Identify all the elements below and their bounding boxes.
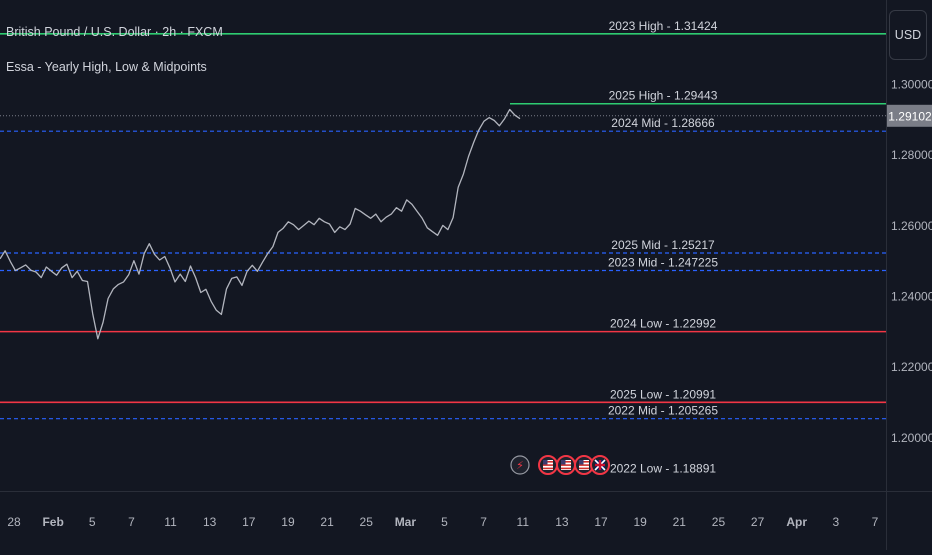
x-tick-label: Feb — [42, 515, 63, 529]
us-flag-canton — [543, 460, 548, 465]
level-label: 2022 Low - 1.18891 — [610, 461, 716, 475]
x-tick-label: 7 — [128, 515, 135, 529]
us-flag-stripe — [543, 467, 553, 470]
level-label: 2024 Mid - 1.28666 — [611, 116, 715, 130]
us-flag-canton — [579, 460, 584, 465]
level-label: 2023 Mid - 1.247225 — [608, 255, 718, 269]
chart-legend: British Pound / U.S. Dollar · 2h · FXCM … — [6, 25, 223, 73]
y-tick-label: 1.26000 — [891, 219, 932, 233]
x-tick-label: 21 — [320, 515, 334, 529]
level-label: 2024 Low - 1.22992 — [610, 317, 716, 331]
last-price-badge — [887, 104, 932, 127]
x-tick-label: 11 — [517, 515, 530, 529]
us-flag-stripe — [561, 464, 571, 466]
level-label: 2025 Low - 1.20991 — [610, 387, 716, 401]
event-markers: ⚡ — [510, 455, 610, 475]
y-tick-label: 1.22000 — [891, 360, 932, 374]
lightning-icon-glyph: ⚡ — [516, 460, 524, 472]
x-tick-label: 5 — [89, 515, 96, 529]
currency-button[interactable]: USD — [889, 10, 927, 60]
x-tick-label: 25 — [360, 515, 374, 529]
x-tick-label: 5 — [441, 515, 448, 529]
lightning-icon — [510, 455, 530, 475]
x-tick-label: 27 — [751, 515, 765, 529]
x-tick-label: 3 — [833, 515, 840, 529]
us-flag-stripe — [579, 464, 589, 466]
x-tick-label: 7 — [872, 515, 879, 529]
x-tick-label: 25 — [712, 515, 726, 529]
uk-flag-cross — [595, 463, 605, 467]
y-tick-label: 1.28000 — [891, 148, 932, 162]
x-tick-label: Apr — [786, 515, 807, 529]
x-tick-label: 13 — [203, 515, 217, 529]
us-flag-stripe — [543, 461, 553, 463]
x-tick-label: 19 — [634, 515, 648, 529]
level-label: 2025 High - 1.29443 — [609, 89, 718, 103]
x-tick-label: 21 — [673, 515, 687, 529]
x-tick-label: 11 — [164, 515, 177, 529]
x-tick-label: 28 — [7, 515, 21, 529]
level-label: 2022 Mid - 1.205265 — [608, 404, 718, 418]
level-label: 2025 Mid - 1.25217 — [611, 238, 715, 252]
us-flag-stripe — [543, 464, 553, 466]
x-tick-label: 7 — [480, 515, 487, 529]
level-label: 2023 High - 1.31424 — [609, 19, 718, 33]
us-flag-stripe — [561, 467, 571, 470]
x-tick-label: 19 — [281, 515, 295, 529]
x-tick-label: Mar — [395, 515, 417, 529]
us-flag-stripe — [561, 461, 571, 463]
us-flag-stripe — [579, 467, 589, 470]
us-flag-canton — [561, 460, 566, 465]
y-tick-label: 1.24000 — [891, 290, 932, 304]
y-tick-label: 1.20000 — [891, 431, 932, 445]
level-lines: 2023 High - 1.31424 2025 High - 1.29443 20… — [0, 19, 886, 475]
y-tick-label: 1.30000 — [891, 78, 932, 92]
price-series-line — [0, 108, 521, 340]
x-tick-label: 17 — [594, 515, 608, 529]
last-price-label: 1.29102 — [888, 109, 932, 123]
indicator-title[interactable]: Essa - Yearly High, Low & Midpoints — [6, 60, 207, 74]
us-flag-stripe — [579, 461, 589, 463]
x-tick-label: 17 — [242, 515, 256, 529]
symbol-title[interactable]: British Pound / U.S. Dollar · 2h · FXCM — [6, 25, 223, 39]
x-tick-label: 13 — [555, 515, 569, 529]
